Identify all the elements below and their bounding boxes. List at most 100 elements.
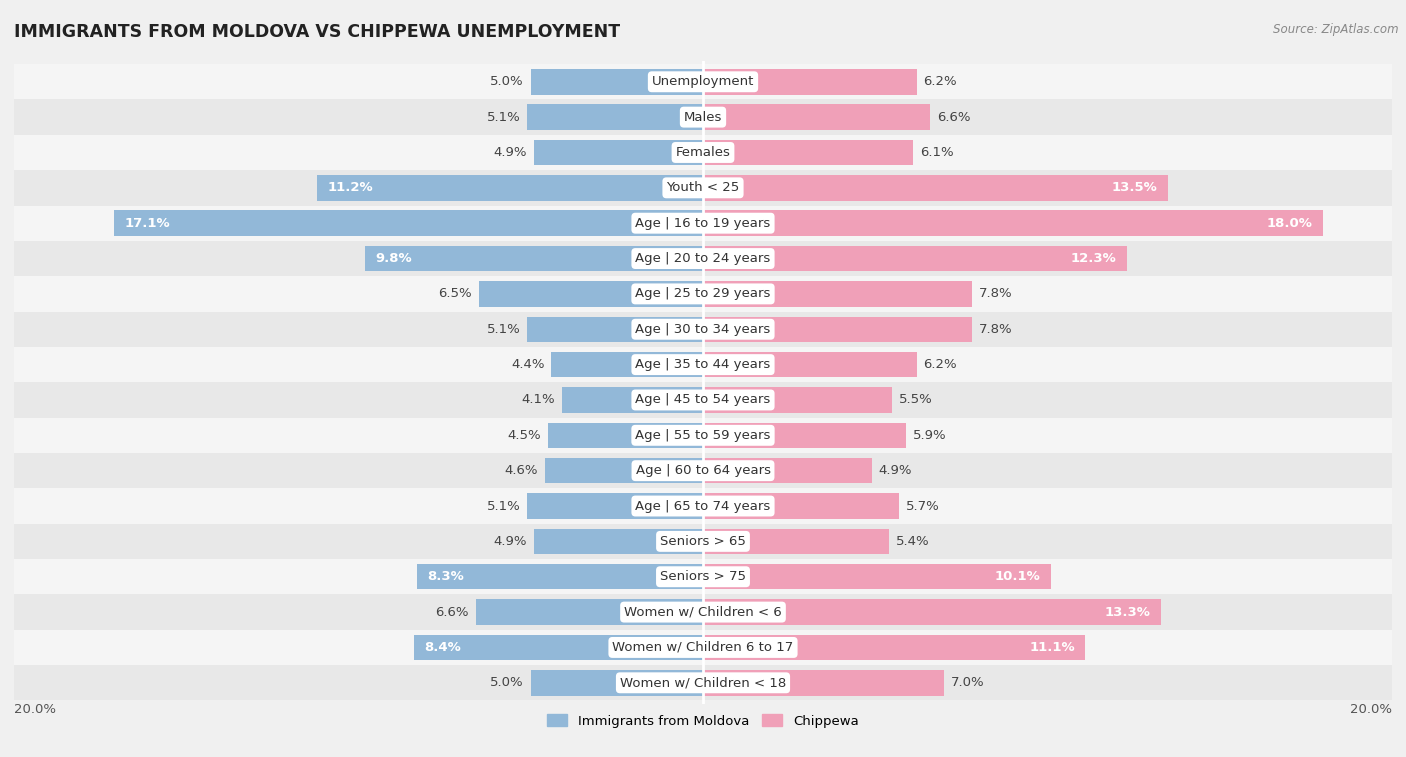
Bar bbox=[14, 418, 1392, 453]
Text: Seniors > 75: Seniors > 75 bbox=[659, 570, 747, 583]
Bar bbox=[14, 665, 1392, 700]
Text: 6.1%: 6.1% bbox=[920, 146, 953, 159]
Bar bbox=[14, 241, 1392, 276]
Bar bbox=[14, 276, 1392, 312]
Text: 6.6%: 6.6% bbox=[436, 606, 468, 618]
Text: Women w/ Children < 6: Women w/ Children < 6 bbox=[624, 606, 782, 618]
Text: 6.2%: 6.2% bbox=[924, 75, 957, 89]
Text: 20.0%: 20.0% bbox=[14, 703, 56, 716]
Text: 4.1%: 4.1% bbox=[522, 394, 555, 407]
Text: Age | 45 to 54 years: Age | 45 to 54 years bbox=[636, 394, 770, 407]
Bar bbox=[527, 494, 703, 519]
Text: Age | 55 to 59 years: Age | 55 to 59 years bbox=[636, 428, 770, 442]
Bar bbox=[14, 205, 1392, 241]
Legend: Immigrants from Moldova, Chippewa: Immigrants from Moldova, Chippewa bbox=[543, 709, 863, 733]
Text: 7.0%: 7.0% bbox=[950, 676, 984, 690]
Bar bbox=[534, 140, 703, 165]
Bar bbox=[318, 175, 703, 201]
Bar bbox=[14, 488, 1392, 524]
Text: Youth < 25: Youth < 25 bbox=[666, 182, 740, 195]
Bar bbox=[531, 670, 703, 696]
Bar bbox=[534, 528, 703, 554]
Bar bbox=[703, 600, 1161, 625]
Bar bbox=[703, 564, 1050, 590]
Bar bbox=[531, 69, 703, 95]
Bar bbox=[703, 528, 889, 554]
Text: 4.4%: 4.4% bbox=[510, 358, 544, 371]
Bar bbox=[14, 135, 1392, 170]
Bar bbox=[703, 422, 907, 448]
Bar bbox=[14, 347, 1392, 382]
Text: Source: ZipAtlas.com: Source: ZipAtlas.com bbox=[1274, 23, 1399, 36]
Text: 5.4%: 5.4% bbox=[896, 535, 929, 548]
Bar bbox=[527, 316, 703, 342]
Text: 6.5%: 6.5% bbox=[439, 288, 472, 301]
Text: Seniors > 65: Seniors > 65 bbox=[659, 535, 747, 548]
Bar bbox=[14, 630, 1392, 665]
Bar bbox=[114, 210, 703, 236]
Text: Males: Males bbox=[683, 111, 723, 123]
Bar bbox=[14, 453, 1392, 488]
Bar bbox=[703, 104, 931, 130]
Text: Age | 16 to 19 years: Age | 16 to 19 years bbox=[636, 217, 770, 229]
Text: 5.9%: 5.9% bbox=[912, 428, 946, 442]
Text: 8.3%: 8.3% bbox=[427, 570, 464, 583]
Text: 4.9%: 4.9% bbox=[494, 535, 527, 548]
Text: 6.6%: 6.6% bbox=[938, 111, 970, 123]
Text: 10.1%: 10.1% bbox=[995, 570, 1040, 583]
Bar bbox=[703, 69, 917, 95]
Text: Age | 30 to 34 years: Age | 30 to 34 years bbox=[636, 322, 770, 336]
Text: 8.4%: 8.4% bbox=[425, 641, 461, 654]
Text: Age | 35 to 44 years: Age | 35 to 44 years bbox=[636, 358, 770, 371]
Bar bbox=[551, 352, 703, 377]
Bar bbox=[527, 104, 703, 130]
Text: Age | 60 to 64 years: Age | 60 to 64 years bbox=[636, 464, 770, 477]
Bar bbox=[703, 458, 872, 484]
Bar bbox=[703, 210, 1323, 236]
Text: 5.0%: 5.0% bbox=[491, 75, 524, 89]
Text: 5.1%: 5.1% bbox=[486, 322, 520, 336]
Text: 5.1%: 5.1% bbox=[486, 111, 520, 123]
Text: 9.8%: 9.8% bbox=[375, 252, 412, 265]
Bar bbox=[703, 494, 900, 519]
Bar bbox=[562, 388, 703, 413]
Text: Females: Females bbox=[675, 146, 731, 159]
Bar bbox=[475, 600, 703, 625]
Text: Age | 20 to 24 years: Age | 20 to 24 years bbox=[636, 252, 770, 265]
Text: Unemployment: Unemployment bbox=[652, 75, 754, 89]
Bar bbox=[703, 316, 972, 342]
Text: 18.0%: 18.0% bbox=[1267, 217, 1313, 229]
Text: Women w/ Children 6 to 17: Women w/ Children 6 to 17 bbox=[613, 641, 793, 654]
Bar bbox=[14, 64, 1392, 99]
Text: 4.9%: 4.9% bbox=[494, 146, 527, 159]
Bar bbox=[14, 559, 1392, 594]
Text: 7.8%: 7.8% bbox=[979, 322, 1012, 336]
Bar bbox=[14, 524, 1392, 559]
Bar bbox=[548, 422, 703, 448]
Bar bbox=[418, 564, 703, 590]
Text: Age | 65 to 74 years: Age | 65 to 74 years bbox=[636, 500, 770, 512]
Bar bbox=[14, 594, 1392, 630]
Text: Women w/ Children < 18: Women w/ Children < 18 bbox=[620, 676, 786, 690]
Text: 5.0%: 5.0% bbox=[491, 676, 524, 690]
Bar bbox=[14, 312, 1392, 347]
Bar bbox=[703, 246, 1126, 271]
Text: 17.1%: 17.1% bbox=[124, 217, 170, 229]
Bar bbox=[703, 175, 1168, 201]
Bar bbox=[14, 170, 1392, 205]
Text: 11.1%: 11.1% bbox=[1029, 641, 1076, 654]
Bar bbox=[544, 458, 703, 484]
Bar bbox=[14, 99, 1392, 135]
Bar bbox=[703, 670, 945, 696]
Text: 4.9%: 4.9% bbox=[879, 464, 912, 477]
Text: 5.7%: 5.7% bbox=[907, 500, 941, 512]
Text: 4.6%: 4.6% bbox=[505, 464, 537, 477]
Text: 6.2%: 6.2% bbox=[924, 358, 957, 371]
Text: 20.0%: 20.0% bbox=[1350, 703, 1392, 716]
Bar bbox=[703, 388, 893, 413]
Text: 4.5%: 4.5% bbox=[508, 428, 541, 442]
Text: 5.1%: 5.1% bbox=[486, 500, 520, 512]
Bar bbox=[366, 246, 703, 271]
Bar bbox=[14, 382, 1392, 418]
Bar bbox=[703, 634, 1085, 660]
